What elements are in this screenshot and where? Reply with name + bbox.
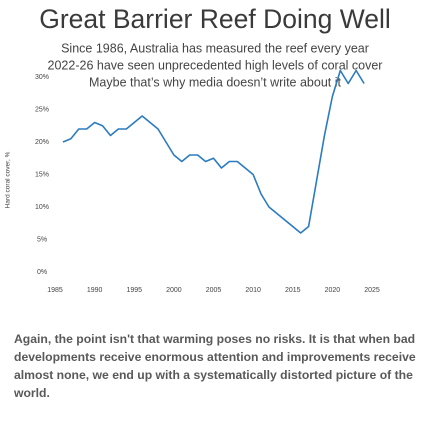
x-tick-label: 2010 xyxy=(245,287,261,294)
paragraph: Again, the point isn't that warming pose… xyxy=(14,332,416,400)
y-tick-label: 30% xyxy=(35,74,49,81)
x-tick-label: 2000 xyxy=(166,287,182,294)
data-line xyxy=(62,69,365,234)
y-tick-label: 5% xyxy=(37,236,47,243)
x-tick-label: 1985 xyxy=(47,287,63,294)
x-tick-label: 2015 xyxy=(285,287,301,294)
x-tick-label: 2025 xyxy=(364,287,380,294)
subtitle-line: Maybe that’s why media doesn’t write abo… xyxy=(89,75,342,89)
y-axis-label: Hard coral cover, % xyxy=(5,151,12,208)
chart-title: Great Barrier Reef Doing Well xyxy=(39,4,391,34)
y-tick-label: 0% xyxy=(37,269,47,276)
x-tick-label: 1995 xyxy=(126,287,142,294)
x-tick-label: 2005 xyxy=(206,287,222,294)
y-tick-label: 25% xyxy=(35,106,49,113)
x-tick-label: 1990 xyxy=(87,287,103,294)
chart: Great Barrier Reef Doing Well Hard coral… xyxy=(5,4,391,294)
y-tick-label: 20% xyxy=(35,139,49,146)
x-tick-label: 2020 xyxy=(325,287,341,294)
y-tick-label: 10% xyxy=(35,204,49,211)
subtitle-line: Since 1986, Australia has measured the r… xyxy=(61,41,369,55)
y-tick-label: 15% xyxy=(35,171,49,178)
subtitle-line: 2022-26 have seen unprecedented high lev… xyxy=(48,58,383,72)
